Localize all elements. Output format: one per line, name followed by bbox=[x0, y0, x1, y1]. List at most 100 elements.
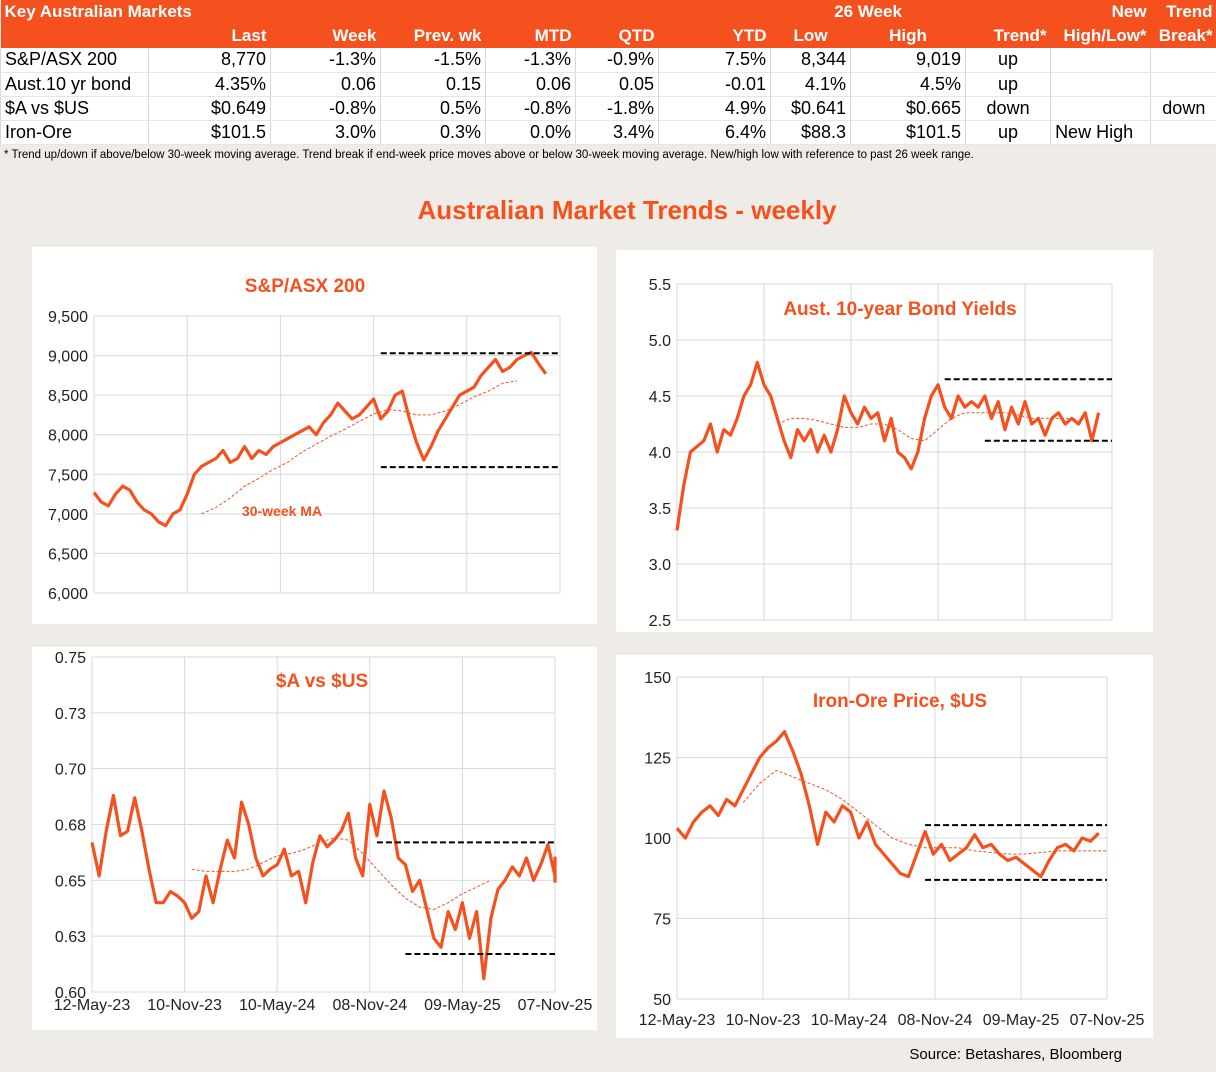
table-cell bbox=[1050, 72, 1151, 97]
series-line-weekly bbox=[90, 789, 557, 981]
table-cell: $101.5 bbox=[148, 120, 271, 145]
table-cell: 3.0% bbox=[270, 120, 381, 145]
chart-title: Aust. 10-year Bond Yields bbox=[783, 299, 1016, 320]
table-cell: 0.0% bbox=[485, 120, 576, 145]
table-cell: -0.9% bbox=[575, 48, 659, 73]
row-label: $A vs $US bbox=[0, 96, 149, 121]
y-tick-label: 0.68 bbox=[55, 818, 86, 835]
column-header: Last bbox=[148, 24, 271, 48]
x-tick-label: 10-May-24 bbox=[811, 1012, 888, 1029]
column-header: MTD bbox=[485, 24, 576, 48]
chart-panel-bond-yields: 2.5 3.0 3.5 4.0 4.5 5.0 5.5 Aust. 10-year Bond … bbox=[616, 250, 1153, 632]
bond-yields-chart: 2.5 3.0 3.5 4.0 4.5 5.0 5.5 Aust. 10-year Bond … bbox=[649, 277, 1113, 630]
series-line-weekly bbox=[92, 350, 548, 528]
x-tick-label: 12-May-23 bbox=[639, 1012, 716, 1029]
table-header-group-row: Key Australian Markets 26 Week New Trend bbox=[0, 0, 1216, 24]
table-cell: 0.06 bbox=[485, 72, 576, 97]
y-tick-label: 4.5 bbox=[649, 389, 671, 406]
table-cell bbox=[1150, 120, 1216, 145]
table-cell: 0.5% bbox=[380, 96, 486, 121]
y-tick-label: 50 bbox=[653, 992, 671, 1009]
column-header: Trend* bbox=[965, 24, 1051, 48]
chart-panel-aud-usd: 0.60 0.63 0.65 0.68 0.70 0.73 0.75 12-May-23 10-… bbox=[32, 647, 597, 1030]
x-tick-label: 09-May-25 bbox=[983, 1012, 1060, 1029]
series-line-weekly bbox=[675, 360, 1101, 531]
column-header: Prev. wk bbox=[380, 24, 486, 48]
column-header: Break* bbox=[1150, 24, 1216, 48]
x-tick-label: 07-Nov-25 bbox=[1070, 1012, 1145, 1029]
table-cell: -0.01 bbox=[657, 72, 771, 97]
source-note: Source: Betashares, Bloomberg bbox=[909, 1046, 1122, 1063]
table-cell bbox=[1050, 48, 1151, 73]
table-cell: 0.15 bbox=[380, 72, 486, 97]
table-cell bbox=[1150, 72, 1216, 97]
table-cell: 8,770 bbox=[148, 48, 271, 73]
table-cell: $0.665 bbox=[850, 96, 966, 121]
table-cell: up bbox=[965, 48, 1051, 73]
y-tick-label: 0.65 bbox=[55, 873, 86, 890]
table-cell: $88.3 bbox=[770, 120, 851, 145]
table-cell: 4.1% bbox=[770, 72, 851, 97]
ma-annotation: 30-week MA bbox=[242, 503, 322, 519]
table-cell: $0.649 bbox=[148, 96, 271, 121]
table-cell: up bbox=[965, 120, 1051, 145]
y-tick-label: 150 bbox=[644, 670, 671, 687]
table-header-row: Last Week Prev. wk MTD QTD YTD Low High Trend* Hi… bbox=[0, 24, 1216, 48]
column-header: High bbox=[850, 24, 966, 48]
column-header: Week bbox=[270, 24, 381, 48]
column-header: Low bbox=[770, 24, 851, 48]
table-row: S&P/ASX 200 8,770 -1.3% -1.5% -1.3% -0.9% 7.5%… bbox=[0, 48, 1216, 73]
y-tick-label: 9,000 bbox=[48, 349, 88, 366]
row-label: Iron-Ore bbox=[0, 120, 149, 145]
table-cell: 8,344 bbox=[770, 48, 851, 73]
y-tick-label: 9,500 bbox=[48, 309, 88, 326]
iron-ore-chart: 50 75 100 125 150 12-May-23 10-Nov-23 10-May-24… bbox=[639, 670, 1145, 1029]
table-cell: $101.5 bbox=[850, 120, 966, 145]
y-tick-label: 6,500 bbox=[48, 546, 88, 563]
x-tick-label: 08-Nov-24 bbox=[898, 1012, 973, 1029]
table-cell: New High bbox=[1050, 120, 1151, 145]
table-row: Iron-Ore $101.5 3.0% 0.3% 0.0% 3.4% 6.4% $88.3 $… bbox=[0, 120, 1216, 145]
table-footnote: * Trend up/down if above/below 30-week m… bbox=[4, 149, 974, 161]
table-cell: $0.641 bbox=[770, 96, 851, 121]
header-empty bbox=[965, 0, 1051, 24]
y-tick-label: 100 bbox=[644, 831, 671, 848]
column-header: YTD bbox=[658, 24, 771, 48]
column-header bbox=[0, 24, 149, 48]
table-cell: -1.3% bbox=[270, 48, 381, 73]
y-tick-label: 2.5 bbox=[649, 613, 671, 630]
table-cell: 9,019 bbox=[850, 48, 966, 73]
table-row: $A vs $US $0.649 -0.8% 0.5% -0.8% -1.8% 4.9% $0… bbox=[0, 96, 1216, 121]
aud-usd-chart: 0.60 0.63 0.65 0.68 0.70 0.73 0.75 12-May-23 10-… bbox=[54, 650, 593, 1014]
table-title: Key Australian Markets bbox=[0, 0, 771, 24]
row-label: Aust.10 yr bond bbox=[0, 72, 149, 97]
table-cell: 0.3% bbox=[380, 120, 486, 145]
table-cell: 0.05 bbox=[575, 72, 659, 97]
x-tick-label: 08-Nov-24 bbox=[332, 997, 407, 1014]
x-tick-label: 10-May-24 bbox=[239, 997, 316, 1014]
y-tick-label: 7,000 bbox=[48, 507, 88, 524]
chart-panel-asx200: 6,000 6,500 7,000 7,500 8,000 8,500 9,000 9,500… bbox=[32, 247, 597, 624]
chart-title: S&P/ASX 200 bbox=[245, 276, 365, 297]
y-tick-label: 5.0 bbox=[649, 333, 671, 350]
x-tick-label: 10-Nov-23 bbox=[147, 997, 222, 1014]
y-tick-label: 0.70 bbox=[55, 762, 86, 779]
header-trend: Trend bbox=[1150, 0, 1216, 24]
series-line-weekly bbox=[675, 730, 1100, 879]
table-cell: down bbox=[965, 96, 1051, 121]
column-header: High/Low* bbox=[1050, 24, 1151, 48]
table-cell: 4.35% bbox=[148, 72, 271, 97]
table-cell bbox=[1050, 96, 1151, 121]
y-tick-label: 7,500 bbox=[48, 467, 88, 484]
y-tick-label: 0.73 bbox=[55, 706, 86, 723]
y-tick-label: 0.60 bbox=[55, 985, 86, 1002]
y-tick-label: 5.5 bbox=[649, 277, 671, 294]
page-title: Australian Market Trends - weekly bbox=[417, 195, 837, 225]
table-cell: -1.3% bbox=[485, 48, 576, 73]
chart-panel-iron-ore: 50 75 100 125 150 12-May-23 10-Nov-23 10-May-24… bbox=[616, 655, 1153, 1038]
column-header: QTD bbox=[575, 24, 659, 48]
series-line-30-week-ma bbox=[777, 412, 1072, 442]
table-cell: down bbox=[1150, 96, 1216, 121]
x-tick-label: 09-May-25 bbox=[424, 997, 501, 1014]
y-tick-label: 8,500 bbox=[48, 388, 88, 405]
